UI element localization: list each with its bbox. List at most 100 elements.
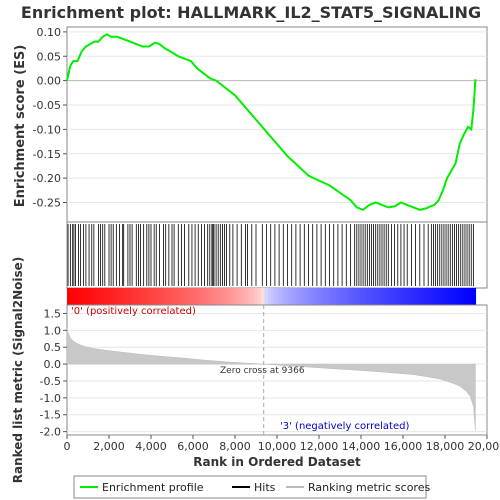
color-bar-segment <box>169 288 174 305</box>
color-bar-segment <box>179 288 184 305</box>
color-bar-segment <box>403 288 408 305</box>
es-y-tick-label: -0.15 <box>33 148 61 161</box>
es-y-tick-label: -0.25 <box>33 197 61 210</box>
color-bar-segment <box>288 288 293 305</box>
color-bar-segment <box>468 288 473 305</box>
hit-lines <box>67 224 474 286</box>
es-y-tick-label: -0.10 <box>33 123 61 136</box>
color-bar-segment <box>417 288 422 305</box>
color-bar-segment <box>141 288 146 305</box>
color-bar-segment <box>182 288 187 305</box>
color-bar-segment <box>369 288 374 305</box>
color-bar-segment <box>281 288 286 305</box>
color-bar-segment <box>318 288 323 305</box>
color-bar-segment <box>267 288 272 305</box>
color-bar-segment <box>220 288 225 305</box>
x-tick-label: 14,000 <box>342 440 381 453</box>
color-bar-segment <box>111 288 116 305</box>
color-bar-segment <box>271 288 276 305</box>
color-bar-segment <box>427 288 432 305</box>
x-tick-label: 16,000 <box>384 440 423 453</box>
color-bar-segment <box>199 288 204 305</box>
color-bar-segment <box>400 288 405 305</box>
color-bar-segment <box>203 288 208 305</box>
legend-label-ranking-metric: Ranking metric scores <box>308 481 430 494</box>
color-bar-segment <box>114 288 119 305</box>
x-tick-label: 18,000 <box>426 440 465 453</box>
color-bar-segment <box>284 288 289 305</box>
color-bar-segment <box>206 288 211 305</box>
zero-cross-label: Zero cross at 9366 <box>220 366 305 376</box>
x-tick-label: 20,000 <box>468 440 500 453</box>
es-y-tick-label: -0.05 <box>33 99 61 112</box>
enrichment-profile-line <box>66 33 477 211</box>
color-bar-segment <box>458 288 463 305</box>
x-tick-label: 10,000 <box>258 440 297 453</box>
color-bar-segment <box>264 288 269 305</box>
metric-y-tick-label: -1.0 <box>40 392 61 405</box>
color-bar-segment <box>414 288 419 305</box>
color-bar-segment <box>230 288 235 305</box>
color-bar-segment <box>431 288 436 305</box>
ranking-metric-area <box>66 328 476 431</box>
chart-title: Enrichment plot: HALLMARK_IL2_STAT5_SIGN… <box>21 3 481 22</box>
metric-y-tick-label: 1.0 <box>44 324 62 337</box>
color-bar-segment <box>247 288 252 305</box>
color-bar-segment <box>366 288 371 305</box>
color-bar-segment <box>315 288 320 305</box>
color-bar-segment <box>209 288 214 305</box>
color-bar-segment <box>397 288 402 305</box>
color-bar-segment <box>189 288 194 305</box>
metric-y-tick-label: 1.5 <box>44 307 62 320</box>
metric-y-tick-label: -2.0 <box>40 426 61 439</box>
color-bar-segment <box>162 288 167 305</box>
color-bar-segment <box>407 288 412 305</box>
es-y-tick-label: 0.05 <box>37 50 62 63</box>
color-bar-segment <box>301 288 306 305</box>
color-bar-segment <box>455 288 460 305</box>
color-bar-segment <box>237 288 242 305</box>
color-bar-segment <box>131 288 136 305</box>
color-bar-segment <box>243 288 248 305</box>
color-bar-segment <box>390 288 395 305</box>
color-bar-segment <box>87 288 92 305</box>
color-bar-segment <box>352 288 357 305</box>
color-bar-segment <box>325 288 330 305</box>
es-panel-frame <box>66 26 488 223</box>
color-bar-segment <box>135 288 140 305</box>
color-bar-segment <box>186 288 191 305</box>
es-y-tick-label: -0.20 <box>33 172 61 185</box>
color-bar-segment <box>461 288 466 305</box>
color-bar-segment <box>152 288 157 305</box>
legend-label-enrichment-profile: Enrichment profile <box>102 481 204 494</box>
color-bar-segment <box>192 288 197 305</box>
color-bar-segment <box>410 288 415 305</box>
color-bar-segment <box>121 288 126 305</box>
color-bar-segment <box>376 288 381 305</box>
color-bar-segment <box>196 288 201 305</box>
color-bar-segment <box>312 288 317 305</box>
x-tick-label: 0 <box>64 440 71 453</box>
x-tick-label: 4,000 <box>135 440 167 453</box>
color-bar-segment <box>448 288 453 305</box>
x-tick-label: 2,000 <box>93 440 125 453</box>
metric-panel: 1.5 1.0 0.5 0.0 -0.5 -1.0 -1.5 -2.0 '0' (positi… <box>11 257 488 484</box>
color-bar-segment <box>254 288 259 305</box>
color-bar-segment <box>90 288 95 305</box>
color-bar-segment <box>383 288 388 305</box>
color-bar-segment <box>339 288 344 305</box>
color-bar-segment <box>84 288 89 305</box>
color-bar-segment <box>420 288 425 305</box>
color-bar-segment <box>295 288 300 305</box>
legend: Enrichment profile Hits Ranking metric s… <box>73 475 430 499</box>
metric-y-tick-label: 0.0 <box>44 358 62 371</box>
color-bar-segment <box>250 288 255 305</box>
es-y-axis-label: Enrichment score (ES) <box>13 45 28 208</box>
color-bar-segment <box>322 288 327 305</box>
metric-y-tick-label: 0.5 <box>44 341 62 354</box>
color-bar-segment <box>261 288 266 305</box>
metric-y-axis-label: Ranked list metric (Signal2Noise) <box>11 257 25 484</box>
color-bar-segment <box>80 288 85 305</box>
x-tick-label: 6,000 <box>177 440 209 453</box>
